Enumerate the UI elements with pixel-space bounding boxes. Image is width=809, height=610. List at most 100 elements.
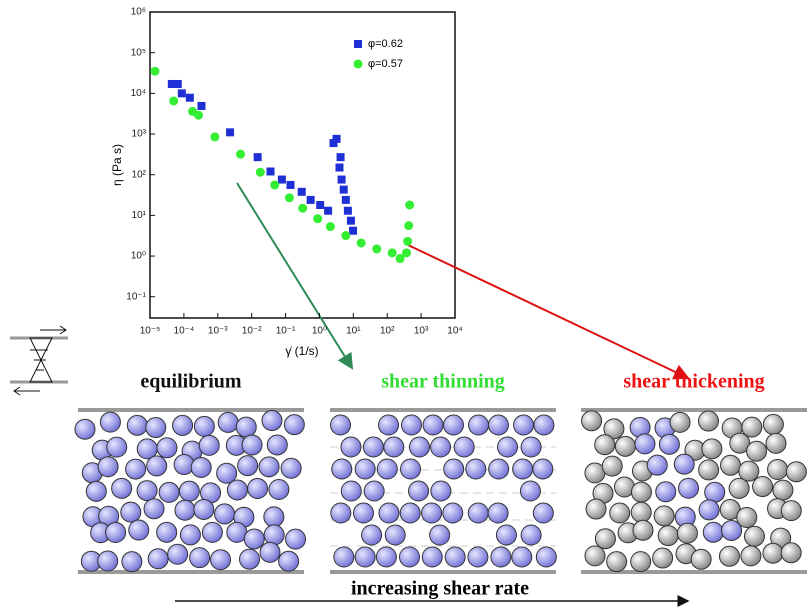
particles	[330, 414, 557, 568]
point	[297, 187, 306, 196]
panel-label: shear thickening	[623, 371, 764, 393]
x-tick-label: 10³	[414, 326, 429, 337]
point	[372, 244, 382, 254]
point	[332, 134, 341, 143]
point	[169, 96, 179, 106]
x-tick-label: 10⁻¹	[276, 326, 296, 337]
point	[395, 254, 405, 264]
particle	[193, 498, 215, 520]
particle	[585, 498, 607, 520]
particle	[453, 436, 475, 458]
particle	[362, 436, 384, 458]
point	[405, 200, 415, 210]
particle	[247, 478, 269, 500]
particle	[430, 436, 452, 458]
panel-label: equilibrium	[140, 371, 241, 393]
particle	[400, 414, 422, 436]
particle	[752, 476, 774, 498]
particle	[646, 454, 668, 476]
particle	[285, 528, 307, 550]
particle	[535, 546, 557, 568]
point	[185, 93, 194, 102]
particle	[465, 458, 487, 480]
particle	[532, 458, 554, 480]
particle	[189, 547, 211, 569]
particle	[704, 481, 726, 503]
particle	[198, 434, 220, 456]
point	[270, 180, 280, 190]
particle	[400, 458, 422, 480]
particle	[214, 503, 236, 525]
point	[335, 163, 344, 172]
particle	[226, 479, 248, 501]
particle	[743, 525, 765, 547]
particles	[74, 410, 307, 573]
particle	[532, 502, 554, 524]
particle	[121, 551, 143, 573]
point	[316, 200, 325, 209]
particle	[495, 524, 517, 546]
point	[177, 89, 186, 98]
particle	[259, 541, 281, 563]
x-tick-label: 10⁴	[447, 326, 462, 337]
particle	[217, 411, 239, 433]
particle	[105, 521, 127, 543]
particle	[106, 436, 128, 458]
particle	[762, 542, 784, 564]
particle	[697, 410, 719, 432]
particle	[738, 460, 760, 482]
particle	[736, 506, 758, 528]
particle	[111, 477, 133, 499]
particle	[780, 542, 802, 564]
point	[277, 175, 286, 184]
point	[173, 79, 182, 88]
y-tick-label: 10⁰	[131, 251, 146, 262]
particle	[490, 546, 512, 568]
particle	[718, 545, 740, 567]
particle	[268, 479, 290, 501]
particle	[720, 454, 742, 476]
particle	[785, 461, 807, 483]
arrow	[236, 182, 354, 370]
particle	[97, 550, 119, 572]
point	[150, 66, 160, 76]
particle	[408, 480, 430, 502]
x-tick-label: 10⁰	[312, 326, 327, 337]
point	[298, 203, 308, 213]
particle	[376, 458, 398, 480]
particle	[444, 546, 466, 568]
x-axis-label: γ̇ (1/s)	[285, 344, 318, 358]
particle	[657, 525, 679, 547]
particle	[266, 434, 288, 456]
particle	[280, 457, 302, 479]
particle	[210, 549, 232, 571]
particle	[283, 414, 305, 436]
particle	[780, 500, 802, 522]
particle	[606, 551, 628, 573]
particle	[147, 548, 169, 570]
particle	[399, 502, 421, 524]
point	[349, 226, 358, 235]
point	[387, 248, 397, 258]
particle	[767, 458, 789, 480]
particle	[762, 413, 784, 435]
particle	[468, 414, 490, 436]
point	[324, 206, 333, 215]
particle	[634, 433, 656, 455]
arrow	[407, 244, 690, 380]
particle	[263, 506, 285, 528]
particle	[363, 480, 385, 502]
point	[284, 193, 294, 203]
particle	[603, 418, 625, 440]
particle	[487, 502, 509, 524]
point	[337, 175, 346, 184]
particle	[128, 519, 150, 541]
particle	[408, 436, 430, 458]
legend-label: φ=0.62	[368, 38, 403, 50]
particle	[741, 416, 763, 438]
particle	[678, 477, 700, 499]
particle	[201, 521, 223, 543]
point	[313, 214, 323, 224]
point	[194, 110, 204, 120]
particle	[146, 455, 168, 477]
